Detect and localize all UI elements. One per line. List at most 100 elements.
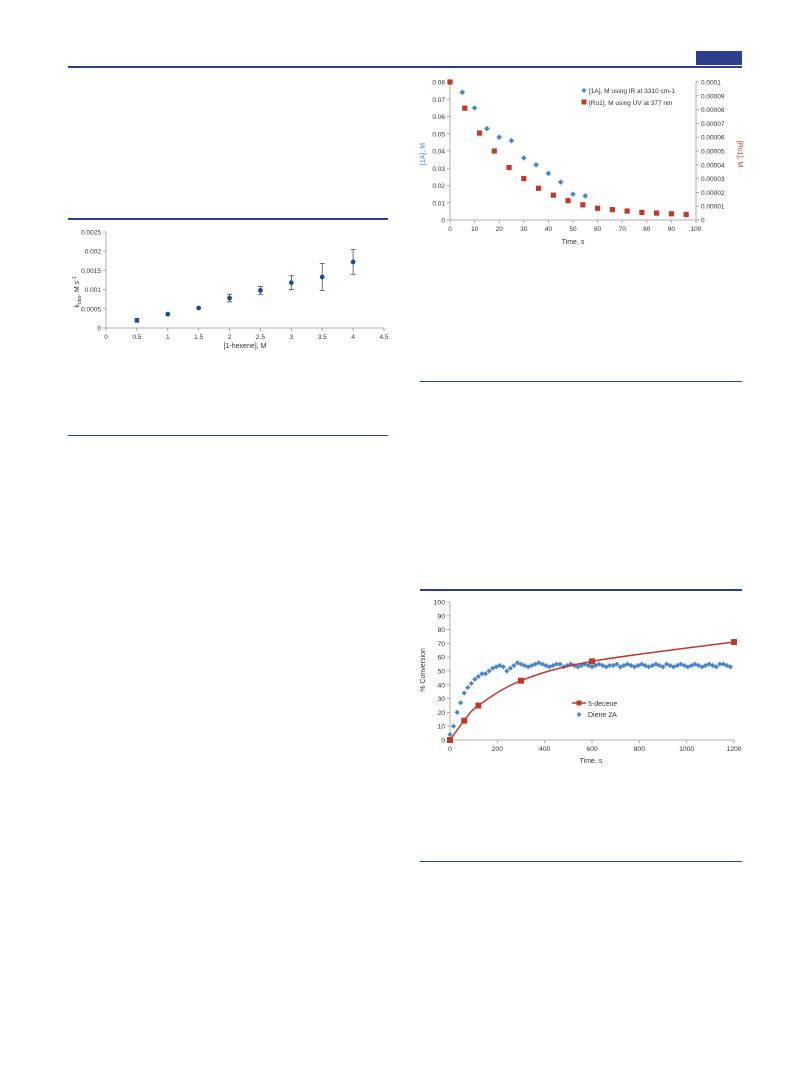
y-tick-label-right: 0.00007 (701, 121, 725, 128)
y-tick-label-right: 0.00009 (701, 93, 725, 100)
diene-data-point (706, 661, 712, 667)
y-tick-label: 90 (437, 613, 445, 620)
x-tick-label: 1000 (679, 746, 694, 753)
x-tick-label: 400 (539, 746, 551, 753)
diene-data-point (685, 664, 691, 670)
y-tick-label-right: 0.00003 (701, 176, 725, 183)
y-tick-label-left: 0.05 (432, 131, 445, 138)
uv-data-point (462, 105, 468, 111)
chart-conversion: 0 200 400 600 800 1000 1200 0 10 20 30 40 50 60 70 80 90… (416, 596, 746, 768)
legend-marker-ir (581, 88, 587, 93)
y-tick-label: 80 (437, 627, 445, 634)
decene-data-point (518, 677, 524, 684)
chart-decay-ticks: 0 10 20 30 40 50 60 70 80 90 10000.010.020.030.040… (432, 80, 725, 234)
diene-data-point (461, 690, 467, 696)
data-point (227, 295, 232, 301)
ir-data-point (484, 125, 490, 132)
x-tick-label: 2.5 (256, 334, 265, 341)
chart-conversion-marks (447, 639, 737, 743)
header-tab (696, 51, 742, 65)
legend-marker-decene (576, 700, 582, 706)
chart-kobs: 0 0.5 1 1.5 2 2.5 3 3.5 4 4.5 0 0.0005 0.001 0.0015 0.… (68, 222, 390, 352)
y-tick-label-right: 0.00002 (701, 190, 725, 197)
data-point (258, 287, 263, 293)
x-tick-label: 0 (104, 334, 108, 341)
y-tick-label-left: 0.01 (432, 200, 445, 207)
y-tick-label-left: 0 (441, 218, 445, 225)
x-tick-label: 4 (351, 334, 355, 341)
diene-data-point (486, 668, 492, 674)
chart-decay-legend: [1A], M using IR at 3310 cm-1 [Ru1], M u… (581, 88, 675, 107)
diene-data-point (447, 731, 453, 738)
data-point (288, 280, 294, 286)
y-tick-label: 0.001 (85, 287, 102, 294)
ir-data-point (557, 179, 564, 185)
chart-kobs-axes (105, 232, 384, 329)
chart-decay-xlabel: Time, s (562, 239, 585, 246)
figure-top-rule-right-2 (420, 589, 742, 591)
ir-data-point (508, 137, 515, 144)
data-point (319, 274, 325, 280)
diene-data-point (450, 723, 457, 729)
chart-kobs-ylabel: kobs, M s-1 (72, 276, 83, 307)
diene-data-point (468, 680, 474, 687)
y-tick-label-left: 0.04 (432, 149, 445, 156)
chart-kobs-svg: 0 0.5 1 1.5 2 2.5 3 3.5 4 4.5 0 0.0005 0.001 0.0015 0.… (72, 230, 389, 351)
uv-data-point (683, 211, 689, 218)
figure-bottom-rule-right-1 (420, 381, 742, 382)
y-tick-label-right: 0 (701, 218, 705, 225)
y-tick-label-left: 0.02 (432, 183, 445, 190)
legend-label-ir: [1A], M using IR at 3310 cm-1 (589, 88, 675, 95)
y-tick-label: 0.0025 (81, 230, 101, 237)
x-tick-label: 90 (668, 226, 676, 233)
uv-data-point (609, 207, 615, 213)
x-tick-label: 70 (619, 226, 627, 233)
y-tick-label-left: 0.08 (432, 80, 445, 87)
y-tick-label: 0 (97, 326, 101, 333)
uv-data-point (654, 210, 660, 216)
uv-data-point (506, 164, 512, 171)
uv-data-point (580, 202, 586, 208)
ir-data-point (570, 191, 576, 197)
y-tick-label: 60 (437, 655, 445, 662)
data-point (165, 311, 171, 317)
y-tick-label: 70 (437, 641, 445, 648)
uv-data-point (550, 192, 556, 198)
header-rule (68, 66, 742, 68)
y-tick-label: 0.002 (85, 249, 102, 256)
diene-data-point (660, 664, 666, 670)
uv-data-point (535, 185, 542, 191)
legend-label-uv: [Ru1], M using UV at 377 nm (589, 100, 672, 107)
diene-data-point (511, 662, 517, 669)
diene-data-point (482, 671, 489, 677)
data-point (350, 259, 356, 265)
x-tick-label: 80 (643, 226, 651, 233)
diene-data-point (688, 662, 694, 669)
x-tick-label: 40 (545, 226, 553, 233)
x-tick-label: 20 (496, 226, 504, 233)
uv-data-point (565, 198, 571, 204)
chart-conversion-ticks: 0 200 400 600 800 1000 1200 0 10 20 30 40 50 60 70 80 90… (434, 600, 742, 754)
diene-data-point (479, 671, 485, 677)
y-tick-label: 50 (437, 669, 445, 676)
x-tick-label: 600 (586, 746, 598, 753)
uv-data-point (624, 208, 630, 214)
ir-data-point (533, 162, 539, 168)
y-tick-label-right: 0.00006 (701, 135, 725, 142)
x-tick-label: 0 (448, 746, 452, 753)
x-tick-label: 0.5 (132, 334, 141, 341)
legend-label-diene: Diene 2A (588, 712, 617, 719)
y-tick-label: 40 (437, 682, 445, 689)
decene-data-point (461, 717, 468, 724)
chart-decay: 0 10 20 30 40 50 60 70 80 90 100 0 0.01 0.02 0.03 0.04 0… (416, 74, 746, 250)
x-tick-label: 2 (228, 334, 232, 341)
x-tick-label: 100 (691, 226, 702, 233)
x-tick-label: 1200 (726, 746, 741, 753)
uv-data-point (476, 130, 483, 136)
x-tick-label: 1 (166, 334, 170, 341)
ir-data-point (459, 89, 466, 96)
diene-data-point (458, 700, 464, 706)
x-tick-label: 3.5 (318, 334, 327, 341)
diene-data-point (703, 662, 709, 669)
decene-data-point (731, 639, 737, 646)
